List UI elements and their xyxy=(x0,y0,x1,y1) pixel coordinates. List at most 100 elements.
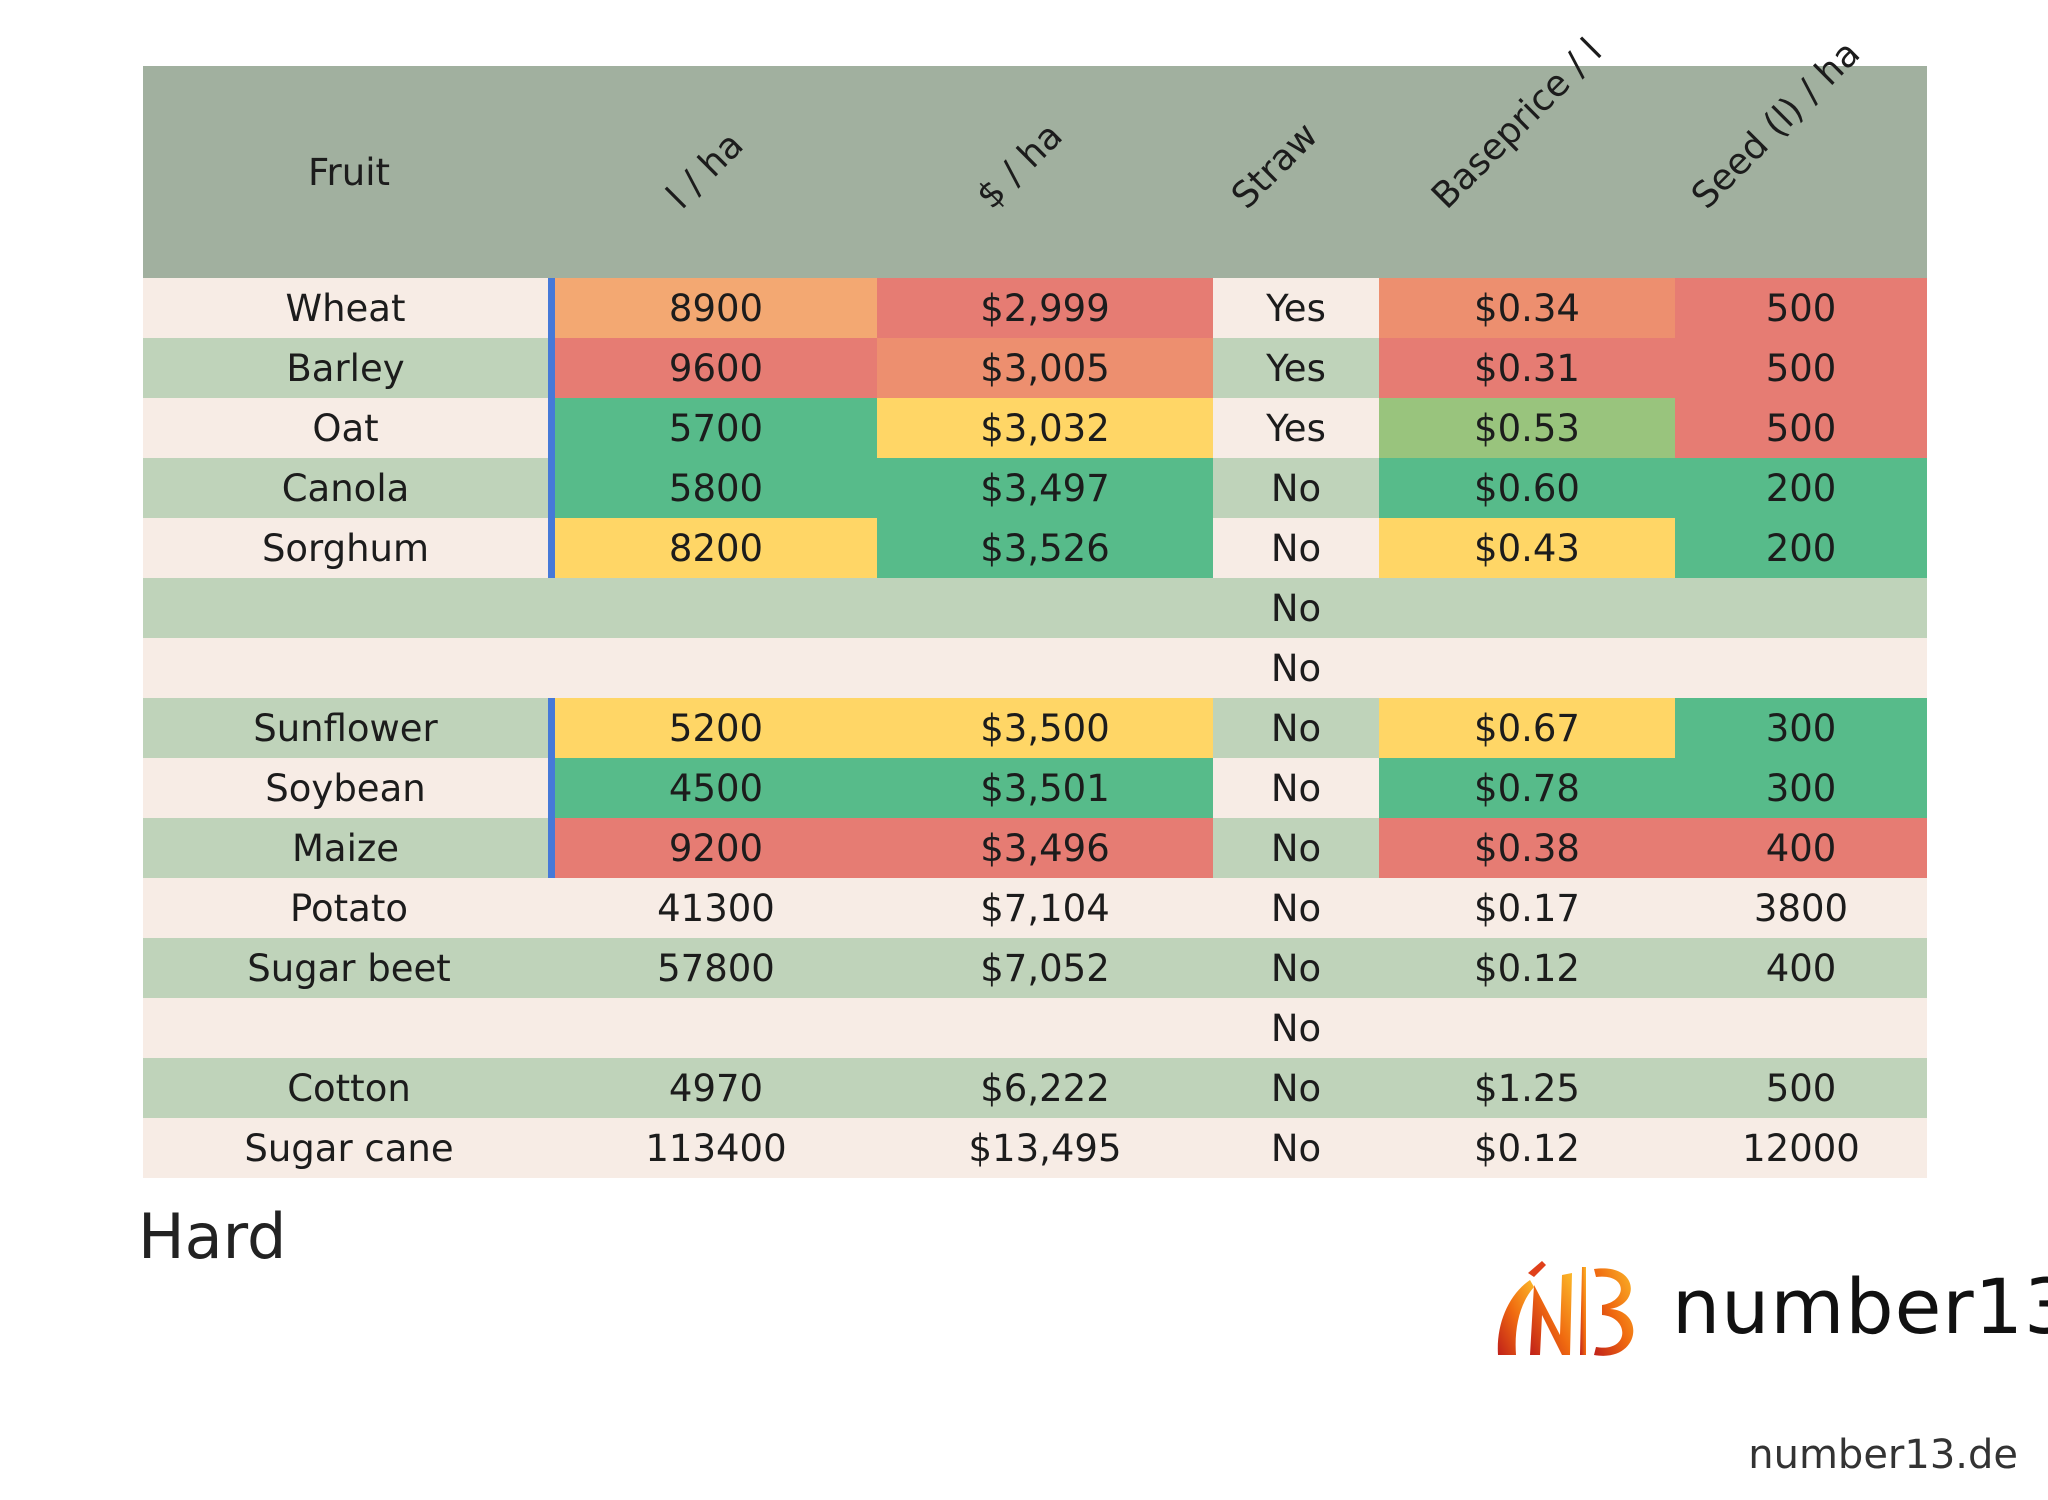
cell-baseprice: $0.34 xyxy=(1379,278,1675,338)
cell-baseprice xyxy=(1379,638,1675,698)
cell-baseprice xyxy=(1379,998,1675,1058)
cell-fruit: Wheat xyxy=(143,278,555,338)
table-row: Wheat 8900 $2,999 Yes $0.34 500 xyxy=(143,278,1927,338)
cell-straw: No xyxy=(1270,586,1322,630)
cell-straw: No xyxy=(1270,466,1322,510)
cell-straw: No xyxy=(1270,826,1322,870)
cell-l-ha: 9600 xyxy=(555,338,877,398)
table-row: No xyxy=(143,638,1927,698)
cell-baseprice: $0.38 xyxy=(1379,818,1675,878)
cell-l-ha: 4970 xyxy=(668,1066,764,1110)
cell-baseprice: $0.31 xyxy=(1379,338,1675,398)
cell-seed: 3800 xyxy=(1753,886,1849,930)
cell-l-ha: 9200 xyxy=(555,818,877,878)
cell-straw: No xyxy=(1270,766,1322,810)
cell-seed: 500 xyxy=(1675,278,1927,338)
cell-l-ha: 4500 xyxy=(555,758,877,818)
cell-usd-ha: $2,999 xyxy=(877,278,1213,338)
table-row: Cotton 4970 $6,222 No $1.25 500 xyxy=(143,1058,1927,1118)
cell-fruit: Barley xyxy=(143,338,555,398)
cell-straw: Yes xyxy=(1266,406,1326,450)
website-link[interactable]: number13.de xyxy=(1748,1432,2018,1478)
cell-usd-ha: $7,052 xyxy=(980,946,1110,990)
cell-usd-ha: $6,222 xyxy=(980,1066,1110,1110)
cell-baseprice xyxy=(1379,578,1675,638)
cell-baseprice: $0.60 xyxy=(1379,458,1675,518)
cell-seed: 400 xyxy=(1765,946,1837,990)
cell-seed: 200 xyxy=(1675,518,1927,578)
cell-l-ha xyxy=(555,638,877,698)
cell-straw: Yes xyxy=(1266,286,1326,330)
cell-l-ha xyxy=(555,998,877,1058)
cell-usd-ha: $7,104 xyxy=(980,886,1110,930)
cell-straw: No xyxy=(1270,646,1322,690)
price-table: Fruit l / ha $ / ha Straw Baseprice / l … xyxy=(143,31,1927,1178)
cell-usd-ha xyxy=(877,578,1213,638)
header-liters-per-ha: l / ha xyxy=(659,124,752,217)
cell-l-ha: 5200 xyxy=(555,698,877,758)
cell-seed xyxy=(1675,638,1927,698)
cell-straw: No xyxy=(1270,886,1322,930)
cell-seed: 500 xyxy=(1765,1066,1837,1110)
cell-usd-ha xyxy=(877,638,1213,698)
header-baseprice: Baseprice / l xyxy=(1424,30,1611,217)
table-body: Wheat 8900 $2,999 Yes $0.34 500 Barley 9600 $3,0… xyxy=(143,278,1927,1178)
table-row: No xyxy=(143,578,1927,638)
cell-usd-ha: $13,495 xyxy=(968,1126,1122,1170)
cell-fruit: Canola xyxy=(143,458,555,518)
cell-seed: 200 xyxy=(1675,458,1927,518)
cell-seed: 12000 xyxy=(1742,1126,1860,1170)
table-row: Potato 41300 $7,104 No $0.17 3800 xyxy=(143,878,1927,938)
cell-usd-ha: $3,032 xyxy=(877,398,1213,458)
table-row: Maize 9200 $3,496 No $0.38 400 xyxy=(143,818,1927,878)
cell-straw: No xyxy=(1270,1006,1322,1050)
cell-usd-ha: $3,501 xyxy=(877,758,1213,818)
cell-fruit: Sunflower xyxy=(143,698,555,758)
cell-fruit: Sorghum xyxy=(143,518,555,578)
table-row: Sorghum 8200 $3,526 No $0.43 200 xyxy=(143,518,1927,578)
cell-usd-ha: $3,496 xyxy=(877,818,1213,878)
header-fruit: Fruit xyxy=(307,150,391,194)
cell-fruit: Oat xyxy=(143,398,555,458)
cell-seed xyxy=(1675,998,1927,1058)
cell-baseprice: $0.43 xyxy=(1379,518,1675,578)
cell-fruit xyxy=(143,578,555,638)
table-row: Sugar beet 57800 $7,052 No $0.12 400 xyxy=(143,938,1927,998)
cell-fruit: Sugar beet xyxy=(247,946,451,990)
cell-l-ha xyxy=(555,578,877,638)
cell-baseprice: $0.12 xyxy=(1474,1126,1580,1170)
cell-usd-ha xyxy=(877,998,1213,1058)
header-dollars-per-ha: $ / ha xyxy=(969,115,1071,217)
cell-fruit: Soybean xyxy=(143,758,555,818)
cell-fruit: Potato xyxy=(290,886,408,930)
cell-straw: No xyxy=(1270,946,1322,990)
table-row: Canola 5800 $3,497 No $0.60 200 xyxy=(143,458,1927,518)
table-row: No xyxy=(143,998,1927,1058)
cell-usd-ha: $3,005 xyxy=(877,338,1213,398)
cell-straw: No xyxy=(1270,1066,1322,1110)
cell-l-ha: 8200 xyxy=(555,518,877,578)
cell-straw: No xyxy=(1270,526,1322,570)
cell-fruit: Cotton xyxy=(287,1066,411,1110)
cell-l-ha: 41300 xyxy=(657,886,775,930)
table-header: Fruit l / ha $ / ha Straw Baseprice / l … xyxy=(143,31,1927,278)
cell-fruit: Sugar cane xyxy=(244,1126,454,1170)
cell-seed: 500 xyxy=(1675,398,1927,458)
cell-seed xyxy=(1675,578,1927,638)
cell-baseprice: $1.25 xyxy=(1474,1066,1580,1110)
cell-baseprice: $0.17 xyxy=(1474,886,1580,930)
cell-seed: 400 xyxy=(1675,818,1927,878)
cell-baseprice: $0.78 xyxy=(1379,758,1675,818)
table-row: Barley 9600 $3,005 Yes $0.31 500 xyxy=(143,338,1927,398)
table-row: Sugar cane 113400 $13,495 No $0.12 12000 xyxy=(143,1118,1927,1178)
cell-straw: Yes xyxy=(1266,346,1326,390)
cell-straw: No xyxy=(1270,1126,1322,1170)
cell-fruit xyxy=(143,998,555,1058)
cell-usd-ha: $3,497 xyxy=(877,458,1213,518)
cell-l-ha: 8900 xyxy=(555,278,877,338)
number13-logo-icon xyxy=(1490,1255,1650,1365)
table-row: Sunflower 5200 $3,500 No $0.67 300 xyxy=(143,698,1927,758)
cell-baseprice: $0.53 xyxy=(1379,398,1675,458)
cell-l-ha: 5700 xyxy=(555,398,877,458)
table-row: Oat 5700 $3,032 Yes $0.53 500 xyxy=(143,398,1927,458)
